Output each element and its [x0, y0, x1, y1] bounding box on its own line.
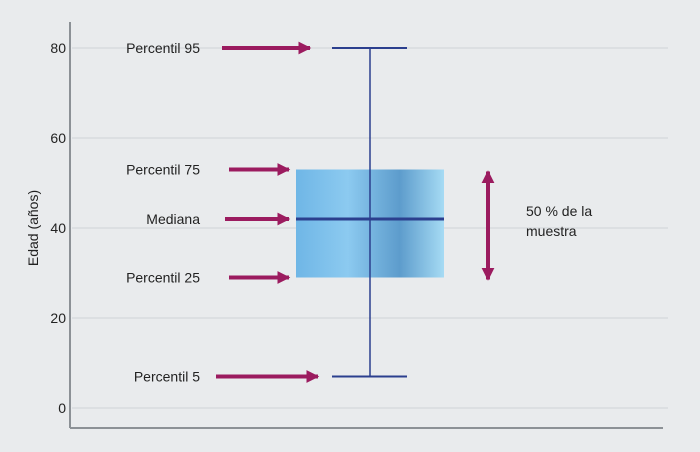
y-tick-label-0: 0 [58, 400, 66, 416]
annotation-p95: Percentil 95 [126, 40, 200, 56]
y-tick-label-60: 60 [50, 130, 66, 146]
boxplot [296, 47, 444, 378]
y-tick-label-20: 20 [50, 310, 66, 326]
y-axis-label: Edad (años) [25, 190, 41, 266]
range-label-line2: muestra [526, 223, 577, 239]
annotation-p5: Percentil 5 [134, 369, 200, 385]
range-label-line1: 50 % de la [526, 203, 592, 219]
y-tick-label-80: 80 [50, 40, 66, 56]
annotations: Percentil 95 Percentil 75 Mediana Percentil… [126, 40, 592, 385]
annotation-p25: Percentil 25 [126, 270, 200, 286]
annotation-median: Mediana [146, 211, 200, 227]
y-axis: 0 20 40 60 80 [50, 22, 663, 429]
annotation-p75: Percentil 75 [126, 162, 200, 178]
y-tick-label-40: 40 [50, 220, 66, 236]
